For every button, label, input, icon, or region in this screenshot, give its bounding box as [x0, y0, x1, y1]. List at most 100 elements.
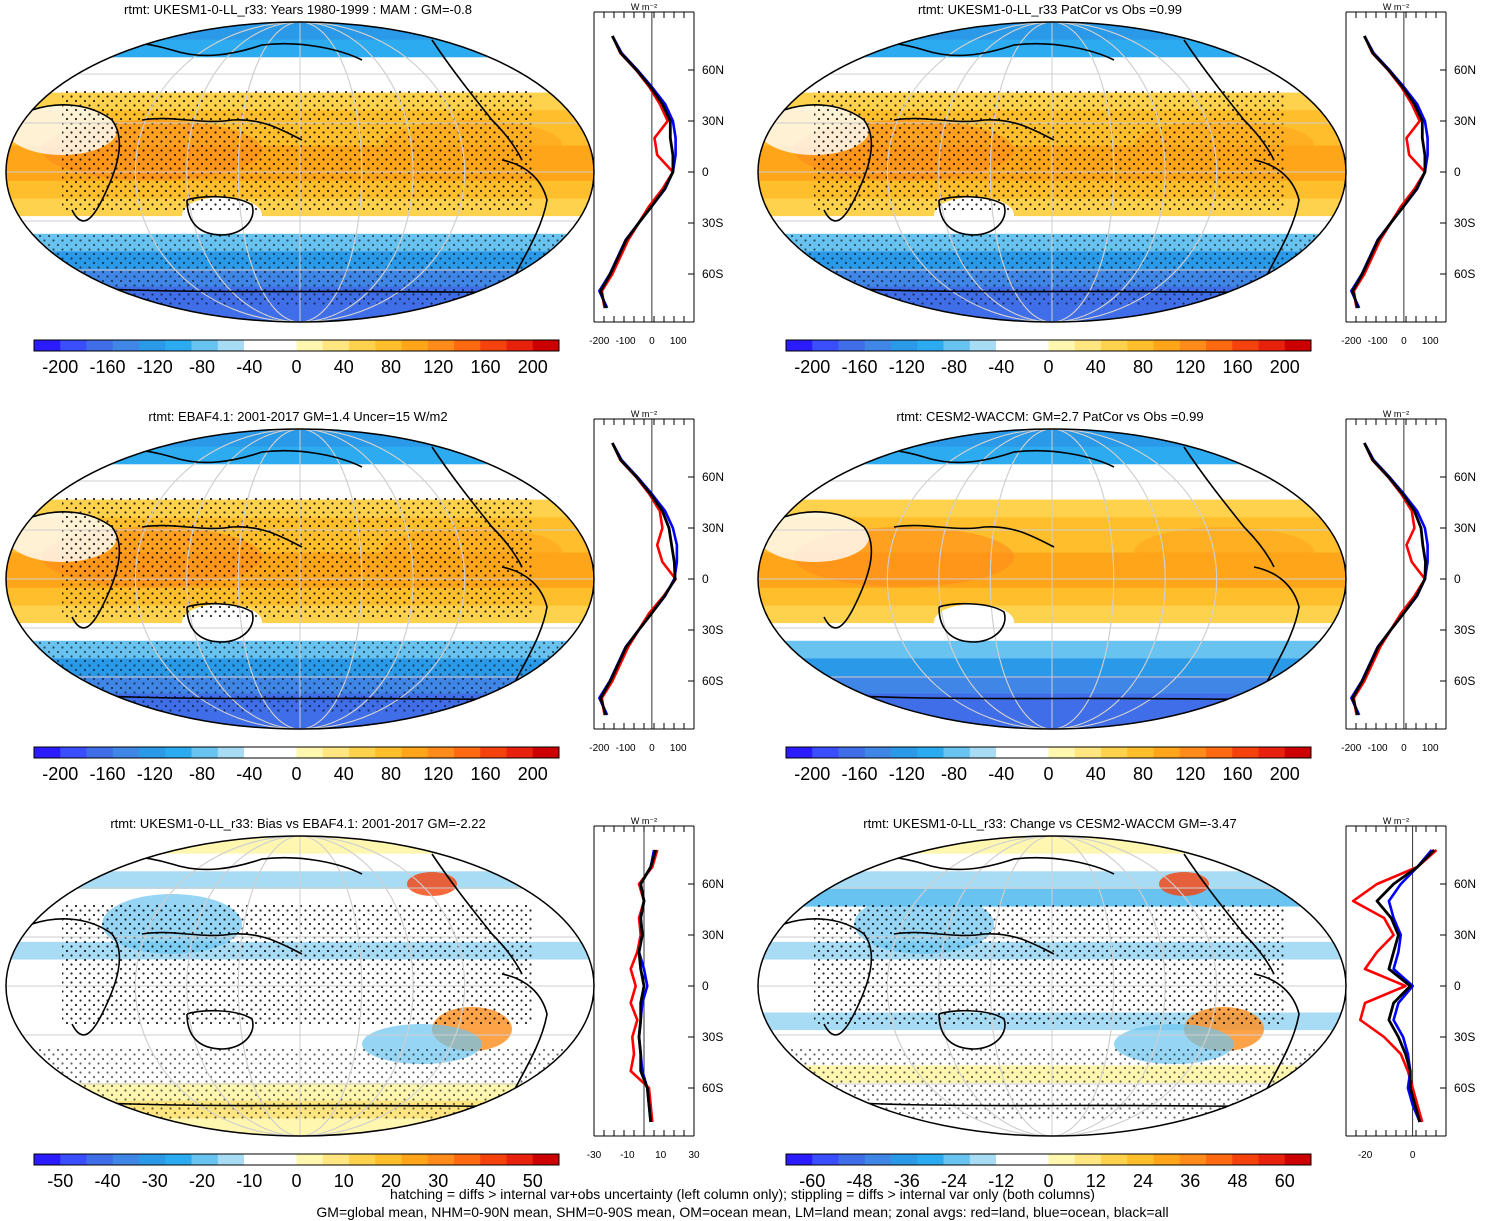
colorbar-tick-label: -12 — [988, 1171, 1014, 1191]
colorbar-swatch — [1179, 1154, 1207, 1165]
warm-anomaly — [407, 872, 457, 896]
colorbar-swatch — [34, 747, 61, 758]
map-field — [758, 22, 1346, 322]
coastline — [501, 973, 548, 1105]
colorbar-swatch — [1258, 747, 1286, 758]
colorbar-swatch — [532, 1154, 560, 1165]
colorbar-swatch — [1074, 747, 1102, 758]
colorbar-tick-label: 200 — [518, 357, 548, 377]
colorbar-swatch — [786, 747, 813, 758]
zonal-x-tick-label: 0 — [649, 336, 655, 347]
colorbar-swatch — [270, 340, 297, 351]
zonal-lat-label: 30N — [1454, 521, 1476, 535]
colorbar-swatch — [375, 340, 402, 351]
colorbar-swatch — [969, 747, 997, 758]
colorbar-swatch — [454, 340, 481, 351]
zonal-lat-label: 60S — [1454, 674, 1475, 688]
colorbar-tick-label: 120 — [423, 764, 453, 784]
zonal-lat-label: 60N — [702, 470, 724, 484]
colorbar-swatch — [506, 1154, 534, 1165]
graticule-meridian — [186, 836, 414, 1136]
zonal-lat-label: 60N — [1454, 63, 1476, 77]
colorbar-swatch — [322, 340, 350, 351]
colorbar-tick-label: 0 — [291, 764, 301, 784]
colorbar-tick-label: 36 — [1180, 1171, 1200, 1191]
colorbar-tick-label: -200 — [794, 764, 830, 784]
panel-title: rtmt: UKESM1-0-LL_r33: Change vs CESM2-W… — [863, 816, 1237, 831]
colorbar-tick-label: 40 — [1086, 357, 1106, 377]
colorbar-swatch — [139, 340, 166, 351]
zonal-series-all — [599, 442, 677, 716]
coastline — [501, 159, 548, 291]
zonal-lat-label: 30N — [1454, 928, 1476, 942]
colorbar-swatch — [1284, 747, 1312, 758]
colorbar-swatch — [296, 747, 324, 758]
coastline — [31, 511, 121, 629]
australia-region — [934, 604, 1014, 640]
zonal-series-ocean — [598, 35, 677, 309]
zonal-lat-label: 60N — [1454, 877, 1476, 891]
colorbar-swatch — [349, 1154, 376, 1165]
colorbar-swatch — [401, 1154, 429, 1165]
colorbar-tick-label: -160 — [841, 764, 877, 784]
zonal-x-tick-label: -100 — [616, 743, 636, 754]
colorbar-swatch — [943, 1154, 971, 1165]
colorbar-swatch — [165, 747, 192, 758]
colorbar-swatch — [532, 340, 560, 351]
graticule-meridian — [938, 836, 1166, 1136]
colorbar-tick-label: 40 — [475, 1171, 495, 1191]
zonal-lat-label: 60S — [702, 674, 723, 688]
colorbar-tick-label: 12 — [1086, 1171, 1106, 1191]
coastline — [186, 195, 254, 236]
graticule-meridian — [186, 429, 414, 729]
colorbar-swatch — [1258, 340, 1286, 351]
colorbar-swatch — [917, 1154, 944, 1165]
colorbar-swatch — [427, 1154, 455, 1165]
colorbar-swatch — [838, 1154, 866, 1165]
colorbar-tick-label: -40 — [94, 1171, 120, 1191]
colorbar-swatch — [34, 1154, 61, 1165]
colorbar-tick-label: 0 — [1043, 1171, 1053, 1191]
coastline — [1253, 159, 1300, 291]
zonal-unit-label: W m⁻² — [1383, 816, 1409, 826]
map-field — [6, 836, 594, 1136]
colorbar-swatch — [244, 340, 271, 351]
zonal-lat-label: 0 — [702, 979, 709, 993]
colorbar-swatch — [217, 747, 245, 758]
zonal-x-tick-label: 0 — [1401, 336, 1407, 347]
coastline — [938, 1009, 1006, 1050]
colorbar-tick-label: 160 — [1222, 764, 1252, 784]
map-panel: -200 -160 -120 -80 -40 0 40 80 120 160 200 W m⁻² 60N… — [757, 409, 1476, 784]
colorbar-tick-label: -50 — [47, 1171, 73, 1191]
colorbar-swatch — [1022, 340, 1049, 351]
zonal-x-tick-label: -200 — [1341, 336, 1361, 347]
coastline — [1253, 566, 1300, 698]
coastline — [186, 602, 254, 643]
colorbar-swatch — [1127, 1154, 1154, 1165]
zonal-x-tick-label: -100 — [616, 336, 636, 347]
zonal-x-tick-label: 0 — [1410, 1150, 1416, 1161]
colorbar-tick-label: 10 — [334, 1171, 354, 1191]
colorbar-tick-label: -40 — [236, 357, 262, 377]
colorbar-swatch — [86, 340, 114, 351]
zonal-unit-label: W m⁻² — [1383, 409, 1409, 419]
footer-note-2: GM=global mean, NHM=0-90N mean, SHM=0-90… — [316, 1204, 1169, 1220]
footer-note-1: hatching = diffs > internal var+obs unce… — [390, 1186, 1095, 1202]
colorbar-border — [33, 339, 560, 352]
colorbar-tick-label: 80 — [381, 764, 401, 784]
colorbar-tick-label: 0 — [1043, 764, 1053, 784]
colorbar-swatch — [786, 340, 813, 351]
colorbar-swatch — [864, 1154, 892, 1165]
colorbar-swatch — [139, 1154, 166, 1165]
colorbar-swatch — [244, 747, 271, 758]
colorbar-tick-label: 120 — [423, 357, 453, 377]
colorbar-swatch — [1022, 747, 1049, 758]
colorbar-swatch — [1153, 340, 1181, 351]
stippling — [814, 90, 1284, 210]
stippling — [62, 497, 532, 617]
colorbar-tick-label: -80 — [189, 357, 215, 377]
colorbar-swatch — [969, 340, 997, 351]
colorbar-tick-label: -120 — [889, 357, 925, 377]
zonal-x-tick-label: -200 — [589, 336, 609, 347]
coastline — [938, 195, 1006, 236]
